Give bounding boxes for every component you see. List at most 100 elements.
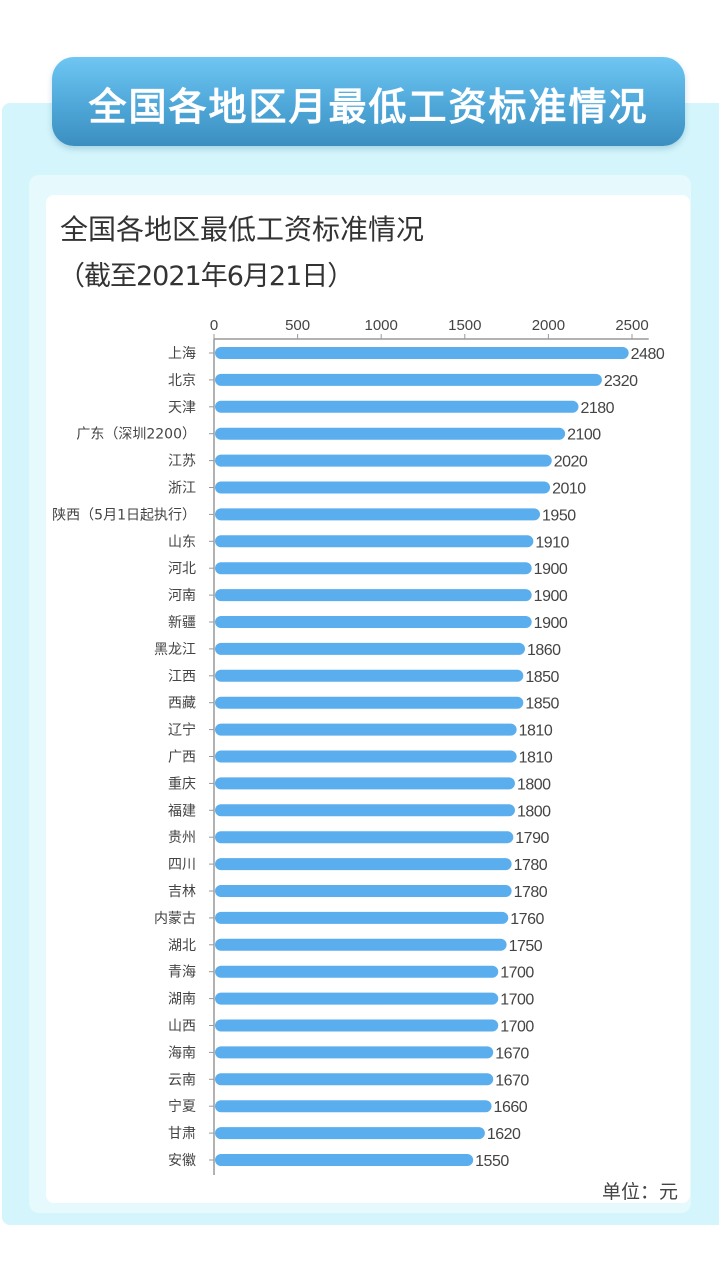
category-label: 江苏: [168, 454, 196, 470]
x-tick-label: 1500: [448, 317, 481, 334]
category-label: 江西: [168, 669, 196, 685]
bar: [215, 938, 507, 951]
category-label: 福建: [168, 803, 196, 819]
bar: [215, 1100, 492, 1113]
category-label: 贵州: [168, 830, 196, 846]
value-label: 1850: [525, 669, 559, 686]
category-label: 浙江: [168, 481, 196, 497]
bar: [215, 1046, 494, 1059]
unit-label: 单位：元: [602, 1181, 679, 1203]
value-label: 1900: [534, 561, 568, 578]
header-title: 全国各地区月最低工资标准情况: [88, 85, 649, 129]
value-label: 2480: [631, 346, 665, 363]
header-banner: 全国各地区月最低工资标准情况: [52, 57, 685, 146]
x-tick-label: 500: [285, 317, 310, 334]
value-label: 1750: [509, 938, 543, 955]
value-label: 2100: [567, 427, 601, 444]
bar: [215, 723, 517, 736]
bar: [215, 1073, 494, 1086]
category-label: 甘肃: [168, 1126, 196, 1142]
bar: [215, 965, 499, 978]
bar: [215, 642, 525, 655]
value-label: 1860: [527, 642, 561, 659]
bar: [215, 535, 534, 548]
bar: [215, 347, 629, 359]
value-label: 1780: [514, 857, 548, 874]
value-label: 1800: [517, 776, 551, 793]
bar: [215, 589, 532, 602]
value-label: 1950: [542, 507, 576, 524]
bar: [215, 858, 512, 871]
category-label: 黑龙江: [154, 642, 196, 658]
category-label: 安徽: [168, 1153, 196, 1169]
bar: [215, 669, 524, 682]
category-label: 四川: [168, 857, 196, 873]
category-label: 上海: [168, 346, 196, 362]
category-label: 重庆: [168, 776, 196, 792]
x-tick-label: 1000: [365, 317, 398, 334]
value-label: 1760: [510, 911, 544, 928]
value-label: 1800: [517, 803, 551, 820]
bar: [215, 911, 509, 924]
value-label: 2010: [552, 481, 586, 498]
category-label: 北京: [168, 373, 196, 389]
x-tick-label: 2500: [615, 317, 648, 334]
bar: [215, 427, 566, 440]
value-label: 1660: [494, 1099, 528, 1116]
value-label: 2020: [554, 454, 588, 471]
value-label: 1700: [500, 965, 534, 982]
category-label: 陕西（5月1日起执行）: [52, 507, 196, 523]
bar: [215, 831, 514, 844]
bar: [215, 400, 579, 413]
value-label: 1850: [525, 696, 559, 713]
bar: [215, 1127, 485, 1140]
bar: [215, 454, 552, 467]
category-label: 吉林: [168, 884, 196, 900]
category-label: 青海: [168, 965, 196, 981]
value-label: 1810: [519, 750, 553, 767]
value-label: 1700: [500, 1019, 534, 1036]
bar: [215, 750, 517, 763]
x-tick-label: 2000: [532, 317, 565, 334]
value-label: 1910: [535, 534, 569, 551]
chart-title: 全国各地区最低工资标准情况: [60, 213, 425, 246]
bar: [215, 777, 515, 790]
value-label: 1670: [495, 1045, 529, 1062]
x-tick-label: 0: [210, 317, 218, 334]
category-label: 山东: [168, 534, 196, 550]
category-label: 新疆: [168, 615, 196, 631]
bar: [215, 885, 512, 897]
bar: [215, 804, 515, 817]
category-label: 河北: [168, 561, 196, 577]
bar: [215, 696, 524, 709]
bar: [215, 1019, 499, 1032]
category-label: 湖南: [168, 992, 196, 1008]
value-label: 2180: [580, 400, 614, 417]
category-label: 宁夏: [168, 1098, 196, 1115]
category-label: 西藏: [168, 696, 196, 712]
bar: [215, 992, 499, 1005]
bar: [215, 373, 602, 386]
value-label: 1790: [515, 830, 549, 847]
category-label: 海南: [168, 1045, 196, 1061]
bar: [215, 616, 532, 628]
value-label: 1900: [534, 588, 568, 605]
bar: [215, 481, 551, 494]
value-label: 1550: [475, 1153, 509, 1170]
category-label: 湖北: [168, 938, 196, 954]
category-label: 天津: [168, 400, 196, 416]
value-label: 1700: [500, 992, 534, 1009]
value-label: 1900: [534, 615, 568, 632]
bar: [215, 562, 532, 575]
category-label: 云南: [168, 1072, 196, 1088]
category-label: 广东（深圳2200）: [76, 427, 196, 443]
category-label: 辽宁: [168, 722, 196, 739]
category-label: 山西: [168, 1019, 196, 1035]
category-label: 河南: [168, 588, 196, 604]
bar: [215, 1154, 474, 1166]
value-label: 1810: [519, 723, 553, 740]
value-label: 1670: [495, 1072, 529, 1089]
bar: [215, 508, 541, 521]
category-label: 内蒙古: [154, 911, 196, 927]
